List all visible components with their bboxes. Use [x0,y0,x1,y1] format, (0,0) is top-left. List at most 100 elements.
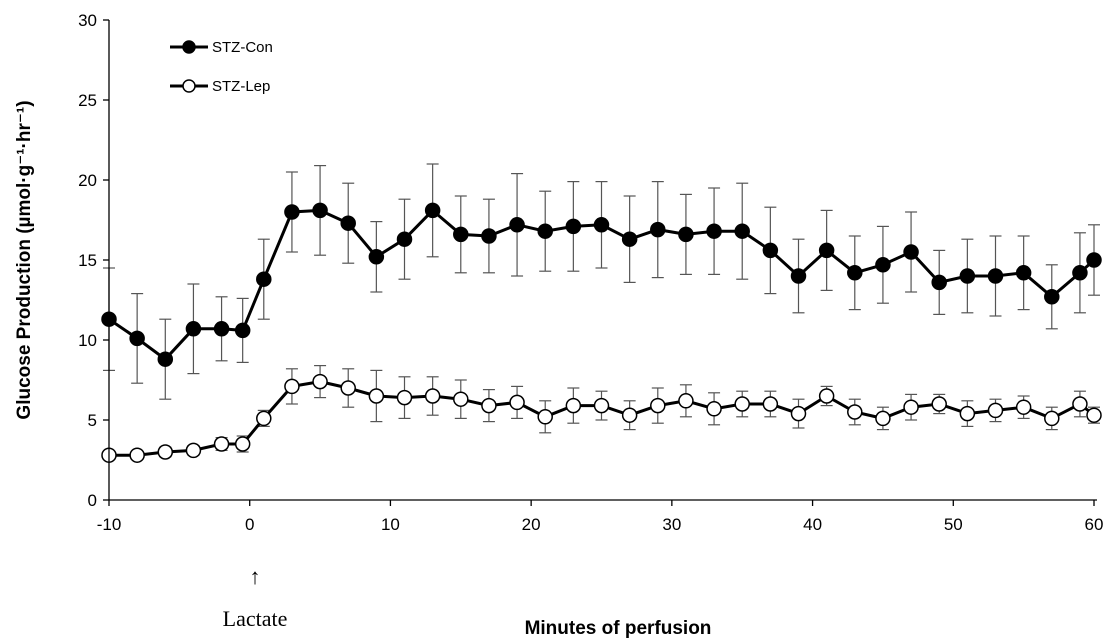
data-point [875,257,891,273]
lactate-label: Lactate [223,606,288,631]
data-point [537,223,553,239]
data-point [284,204,300,220]
y-tick-label: 0 [88,491,97,510]
x-tick-label: -10 [97,515,122,534]
x-tick-label: 50 [944,515,963,534]
x-tick-label: 10 [381,515,400,534]
legend-label-stz-lep: STZ-Lep [212,78,270,95]
data-point [621,231,638,247]
data-point [256,410,272,427]
data-point [424,202,441,219]
legend-marker-filled-circle [182,40,196,54]
data-point [481,397,497,414]
data-point [213,321,230,337]
data-point [509,217,525,233]
data-point [396,389,413,406]
legend-label-stz-con: STZ-Con [212,39,273,56]
data-point [537,409,553,425]
data-point [762,242,779,259]
data-point [129,447,145,463]
data-point [284,378,300,395]
data-point [593,397,610,414]
data-point [368,249,385,265]
data-point [790,405,807,422]
data-point [481,228,497,244]
x-tick-label: 0 [245,515,254,534]
data-point [565,397,582,414]
data-point [762,396,779,412]
data-point [1015,265,1032,281]
data-point [256,271,272,287]
y-axis-ticks: 0 5 10 15 20 25 30 [78,11,109,510]
data-point [453,226,469,243]
data-point [1044,289,1060,305]
data-point [1015,399,1032,415]
data-point [987,402,1004,419]
data-point [706,223,722,239]
x-tick-label: 40 [803,515,822,534]
data-point [565,218,582,235]
data-point [1086,407,1102,423]
y-tick-label: 10 [78,331,97,350]
data-point [157,351,174,367]
data-point [650,397,666,414]
data-point [847,265,863,281]
legend-item-stz-lep: STZ-Lep [170,78,270,95]
data-point [875,410,891,427]
data-point [424,388,441,404]
data-point [650,221,666,238]
x-tick-label: 60 [1085,515,1104,534]
data-point [453,391,469,407]
legend-item-stz-con: STZ-Con [170,39,273,56]
data-point [931,396,947,412]
data-point [931,274,947,291]
data-point [340,380,356,396]
data-point [959,268,976,284]
data-point [312,202,328,219]
data-point [678,393,694,409]
data-point [129,330,145,347]
lactate-arrow: ↑ [250,564,261,589]
x-tick-label: 20 [522,515,541,534]
data-point [509,394,525,411]
y-axis-title: Glucose Production (µmol·g⁻¹·hr⁻¹) [14,100,35,419]
x-axis-title: Minutes of perfusion [525,618,712,639]
y-tick-label: 5 [88,411,97,430]
data-point [1086,252,1102,268]
data-point [593,217,610,233]
data-point [790,268,807,284]
data-point [621,407,638,423]
data-point [734,223,750,239]
data-point [847,404,863,420]
data-point [185,442,202,459]
data-point [340,215,356,231]
data-point [818,242,835,259]
y-tick-label: 25 [78,91,97,110]
legend-marker-open-circle [182,79,196,93]
data-point [903,399,919,415]
data-point [312,373,328,390]
y-tick-label: 20 [78,171,97,190]
y-tick-label: 30 [78,11,97,30]
data-point [1072,396,1088,412]
data-point [903,244,919,260]
data-point [234,322,251,339]
x-axis-ticks: -10 0 10 20 30 40 50 60 [97,500,1104,534]
data-point [959,405,976,422]
y-tick-label: 15 [78,251,97,270]
data-point [987,268,1004,284]
x-tick-label: 30 [662,515,681,534]
data-point [1072,265,1088,281]
data-point [157,444,174,460]
data-point [234,436,251,452]
data-point [185,321,202,337]
data-point [706,401,722,417]
data-point [734,396,750,412]
legend: STZ-Con STZ-Lep [170,39,273,95]
data-point [213,436,230,452]
data-point [1044,410,1060,427]
series-stz-con [101,163,1102,400]
data-point [678,226,694,243]
data-point [818,388,835,404]
